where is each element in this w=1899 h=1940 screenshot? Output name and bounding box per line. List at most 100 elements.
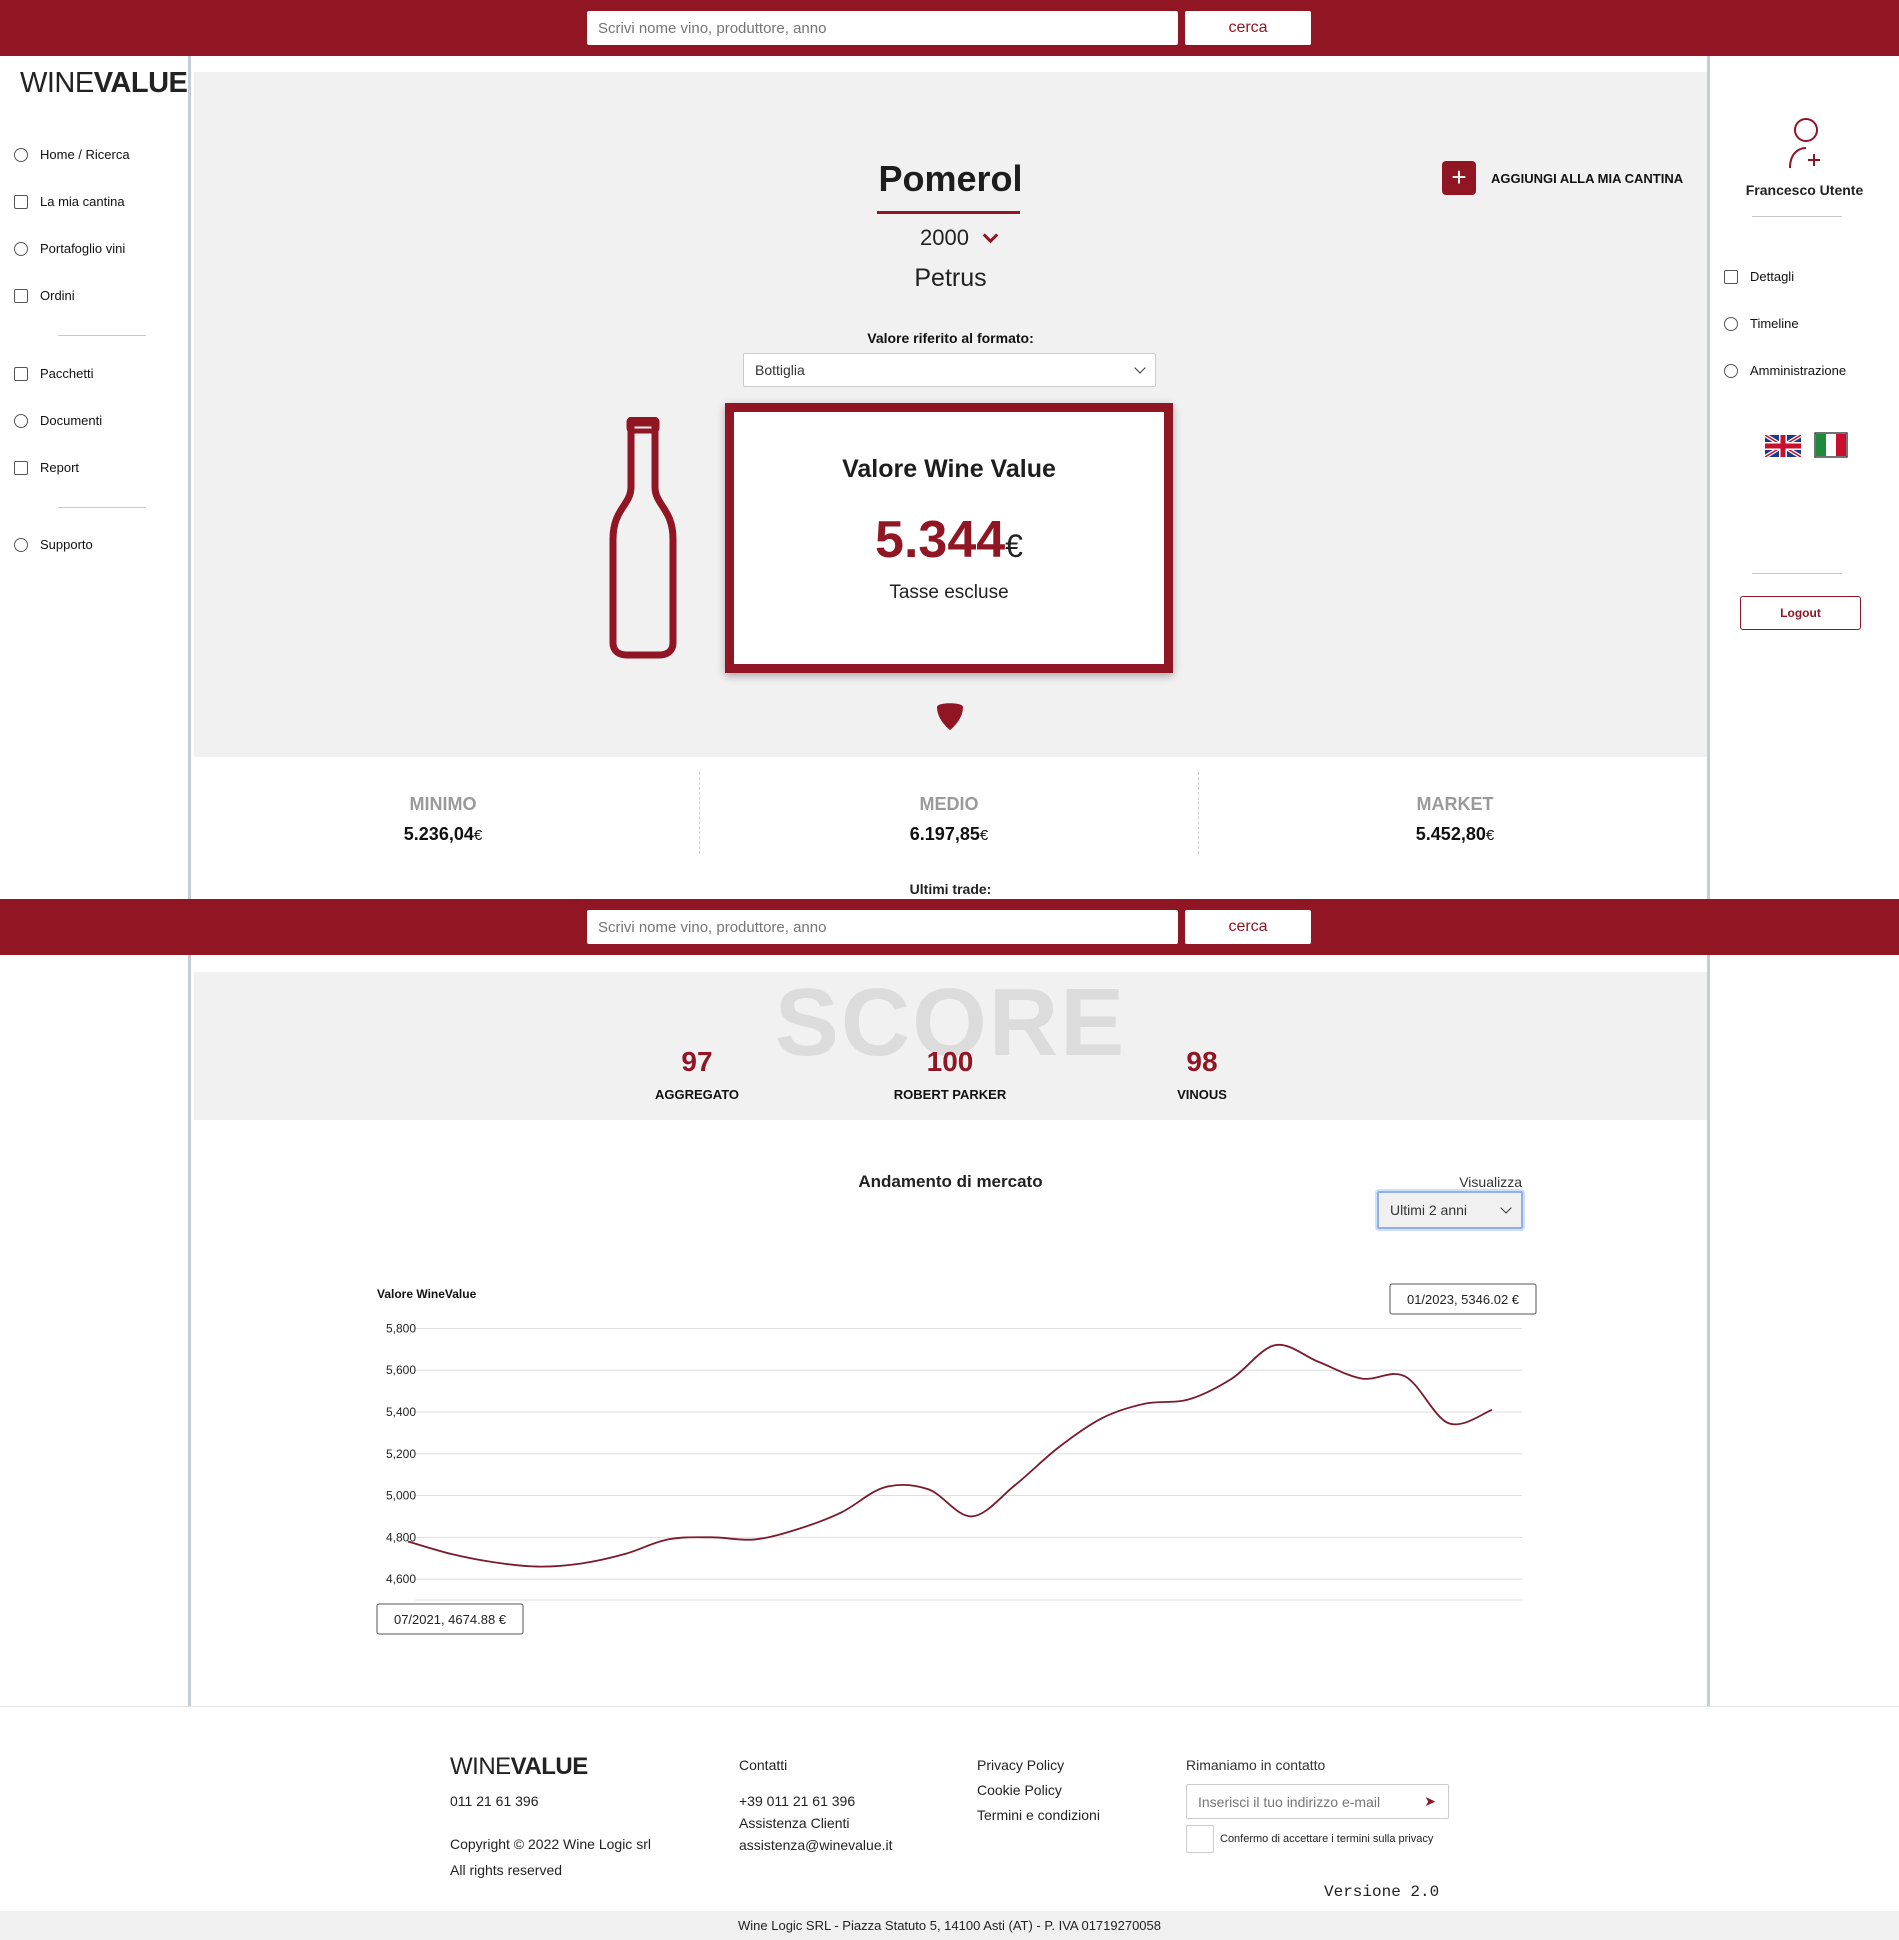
stat-min-value: 5.236,04€	[343, 824, 543, 845]
score-aggregate-label: AGGREGATO	[654, 1087, 740, 1102]
score-watermark: SCORE	[774, 972, 1127, 1076]
footer-contacts-email[interactable]: assistenza@winevalue.it	[739, 1837, 893, 1853]
footer-rights: All rights reserved	[450, 1862, 563, 1878]
wine-value-card: Valore Wine Value 5.344€ Tasse escluse	[725, 403, 1173, 673]
footer-link-privacy[interactable]: Privacy Policy	[977, 1757, 1065, 1773]
sidebar-item-support[interactable]: Supporto	[14, 537, 93, 552]
user-name: Francesco Utente	[1745, 182, 1864, 198]
period-select[interactable]: Ultimi 2 anni	[1377, 1191, 1523, 1229]
stats-separator	[1198, 772, 1199, 854]
wine-name-underline	[877, 211, 1020, 214]
chevron-down-icon	[982, 227, 999, 243]
chart-ytick-label: 4,600	[386, 1572, 416, 1586]
format-select[interactable]: Bottiglia	[743, 353, 1156, 387]
logo-bold: VALUE	[510, 1753, 589, 1780]
chart-ytick-label: 5,400	[386, 1405, 416, 1419]
producer-name: Petrus	[914, 264, 987, 292]
sidebar-item-packages[interactable]: Pacchetti	[14, 366, 93, 381]
chevron-down-icon	[1500, 1202, 1512, 1214]
sidebar-item-documents[interactable]: Documenti	[14, 413, 102, 428]
sidebar-item-label: Documenti	[40, 413, 103, 428]
stat-min-label: MINIMO	[409, 794, 477, 814]
stat-currency: €	[1485, 827, 1495, 844]
value-number: 5.344	[875, 511, 1006, 569]
period-select-value: Ultimi 2 anni	[1390, 1202, 1468, 1218]
format-select-value: Bottiglia	[755, 362, 805, 378]
logo[interactable]: WINEVALUE	[20, 67, 188, 100]
user-menu-details[interactable]: Dettagli	[1724, 269, 1794, 284]
portfolio-icon	[14, 241, 28, 256]
home-search-icon	[14, 147, 28, 162]
logo-light: WINE	[20, 67, 94, 99]
chart-ytick-label: 5,600	[386, 1363, 416, 1377]
search-button[interactable]: cerca	[1185, 910, 1311, 944]
vintage-value: 2000	[920, 225, 969, 250]
stat-avg-label: MEDIO	[919, 794, 979, 814]
logo-bold: VALUE	[93, 67, 188, 99]
search-input[interactable]	[587, 910, 1178, 944]
view-label: Visualizza	[1459, 1174, 1522, 1190]
score-aggregate-value: 97	[681, 1046, 713, 1077]
sidebar-item-portfolio[interactable]: Portafoglio vini	[14, 241, 125, 256]
add-to-cellar-button[interactable]: + AGGIUNGI ALLA MIA CANTINA	[1442, 161, 1683, 195]
chart-ytick-label: 5,000	[386, 1489, 416, 1503]
footer-link-terms[interactable]: Termini e condizioni	[977, 1807, 1100, 1823]
footer-contacts-title: Contatti	[739, 1757, 788, 1773]
privacy-consent-checkbox[interactable]	[1186, 1825, 1214, 1853]
score-parker-label: ROBERT PARKER	[893, 1087, 1007, 1102]
value-pointer-icon	[937, 703, 963, 730]
support-icon	[14, 537, 28, 552]
italy-flag-icon[interactable]	[1814, 432, 1848, 458]
user-menu-admin[interactable]: Amministrazione	[1724, 363, 1846, 378]
price-stats	[194, 757, 1707, 887]
footer: WINEVALUE 011 21 61 396 Copyright © 2022…	[0, 1706, 1899, 1940]
stat-market-label: MARKET	[1416, 794, 1494, 814]
search-button[interactable]: cerca	[1185, 11, 1311, 45]
footer-link-cookie[interactable]: Cookie Policy	[977, 1782, 1062, 1798]
vintage-selector[interactable]: 2000	[920, 225, 999, 251]
logout-button[interactable]: Logout	[1740, 596, 1861, 630]
uk-flag-icon[interactable]	[1765, 435, 1801, 457]
stat-market-number: 5.452,80	[1415, 824, 1486, 844]
stat-market-value: 5.452,80€	[1355, 824, 1555, 845]
stat-min-number: 5.236,04	[403, 824, 474, 844]
stat-avg-number: 6.197,85	[909, 824, 980, 844]
user-add-icon[interactable]	[1786, 116, 1826, 172]
footer-copyright: Copyright © 2022 Wine Logic srl	[450, 1836, 651, 1852]
sidebar-divider	[58, 507, 146, 508]
wine-value-title: Valore Wine Value	[842, 455, 1056, 483]
footer-phone: 011 21 61 396	[450, 1793, 539, 1809]
top-search-bar: cerca	[0, 0, 1899, 56]
sidebar-item-report[interactable]: Report	[14, 460, 79, 475]
wine-value-amount: 5.344€	[734, 510, 1164, 570]
wine-value-note: Tasse escluse	[889, 582, 1009, 603]
sidebar-item-label: Home / Ricerca	[40, 147, 130, 162]
chart-ylabel: Valore WineValue	[377, 1287, 477, 1301]
user-divider	[1752, 573, 1842, 574]
footer-contacts-phone[interactable]: +39 011 21 61 396	[739, 1793, 856, 1809]
score-vinous-value: 98	[1186, 1046, 1218, 1077]
packages-icon	[14, 366, 28, 381]
app-version: Versione 2.0	[1324, 1883, 1440, 1901]
sidebar-item-orders[interactable]: Ordini	[14, 288, 75, 303]
user-menu-label: Amministrazione	[1750, 363, 1847, 378]
chart-series-line	[407, 1343, 1493, 1568]
market-chart[interactable]: Valore WineValue4,6004,8005,0005,2005,40…	[370, 1280, 1540, 1640]
search-input[interactable]	[587, 11, 1178, 45]
report-icon	[14, 460, 28, 475]
user-menu-label: Dettagli	[1750, 269, 1795, 284]
cart-icon	[14, 288, 28, 303]
details-icon	[1724, 269, 1738, 284]
legal-bar: Wine Logic SRL - Piazza Statuto 5, 14100…	[0, 1911, 1899, 1940]
send-arrow-icon[interactable]: ➤	[1424, 1793, 1436, 1809]
format-label: Valore riferito al formato:	[867, 330, 1034, 346]
sidebar-item-cellar[interactable]: La mia cantina	[14, 194, 125, 209]
sidebar-item-home[interactable]: Home / Ricerca	[14, 147, 130, 162]
footer-logo[interactable]: WINEVALUE	[450, 1753, 588, 1781]
chart-tooltip-max-box	[1389, 1283, 1537, 1315]
sidebar-item-label: Supporto	[40, 537, 93, 552]
chart-ytick-label: 5,800	[386, 1321, 416, 1335]
user-menu-timeline[interactable]: Timeline	[1724, 316, 1799, 331]
newsletter-email-input[interactable]	[1187, 1785, 1412, 1818]
score-parker-value: 100	[926, 1046, 974, 1077]
